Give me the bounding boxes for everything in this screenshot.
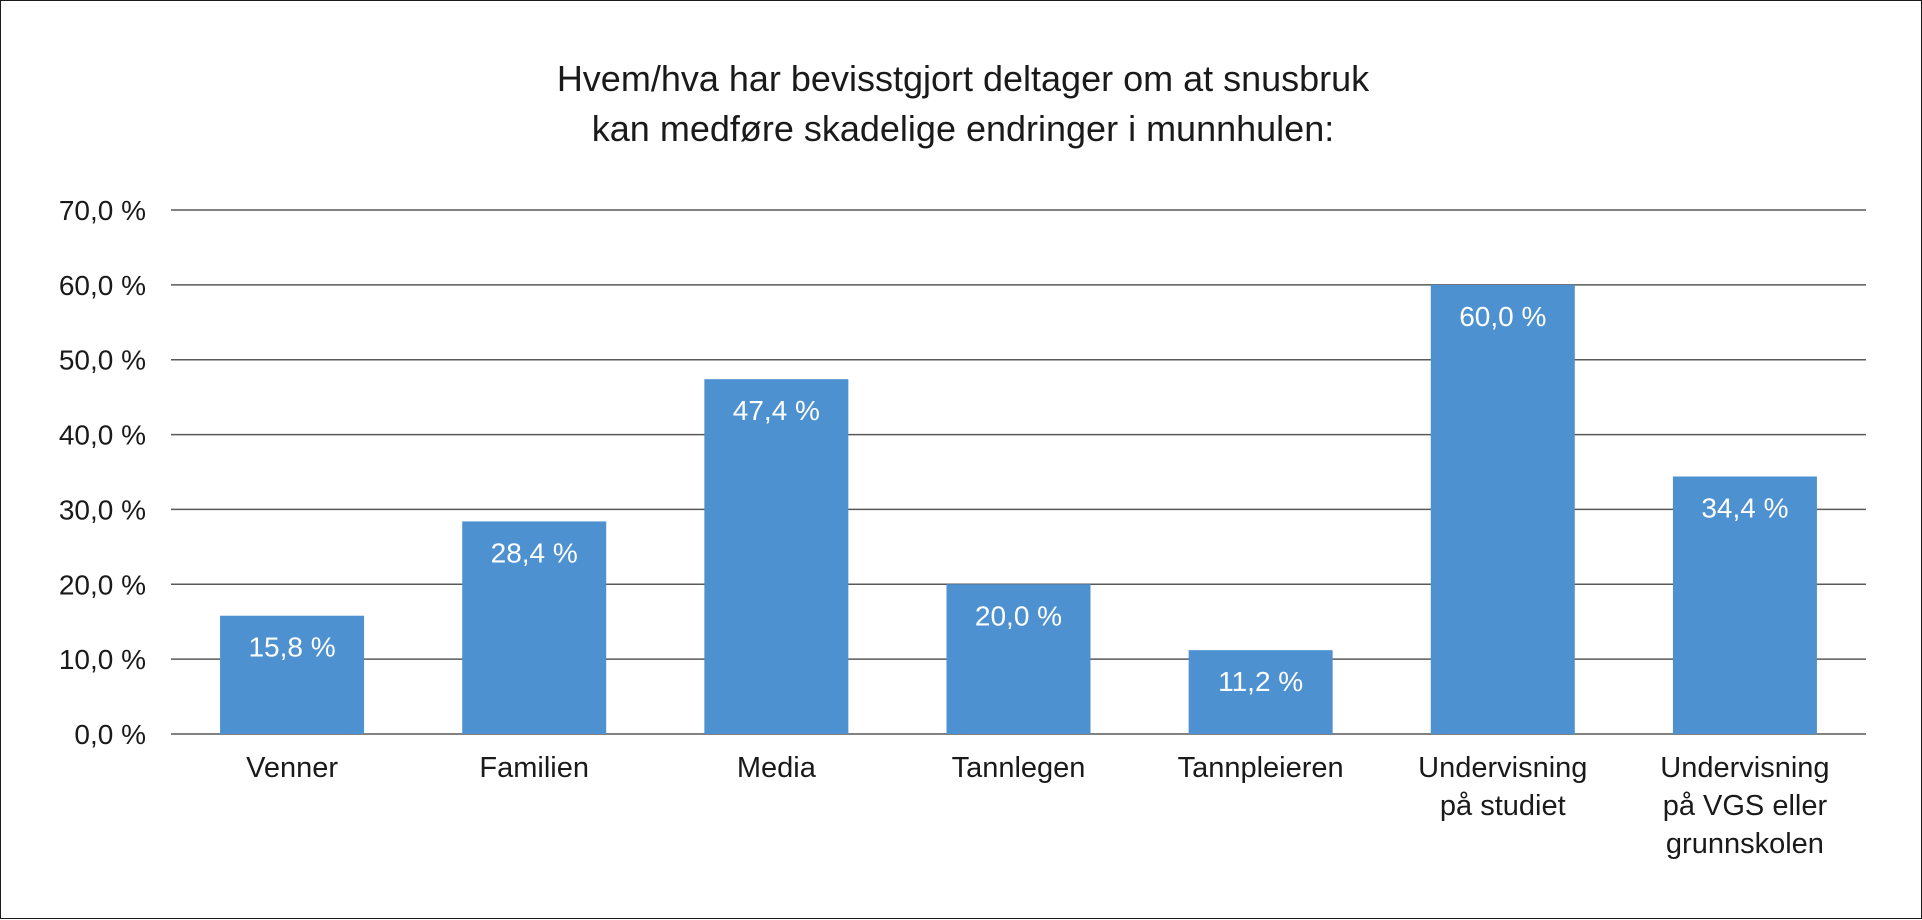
x-tick-label: Tannpleieren xyxy=(1178,752,1344,784)
data-label: 15,8 % xyxy=(248,632,335,663)
bar xyxy=(1430,284,1575,734)
y-tick-label: 50,0 % xyxy=(59,345,146,376)
x-tick-label: Tannlegen xyxy=(952,752,1086,784)
y-tick-label: 30,0 % xyxy=(59,494,146,525)
y-tick-label: 10,0 % xyxy=(59,644,146,675)
data-label: 47,4 % xyxy=(733,395,820,426)
chart-title-line-2: kan medføre skadelige endringer i munnhu… xyxy=(592,108,1334,149)
y-tick-label: 60,0 % xyxy=(59,270,146,301)
data-label: 60,0 % xyxy=(1459,301,1546,332)
data-label: 20,0 % xyxy=(975,600,1062,631)
data-label: 34,4 % xyxy=(1701,492,1788,523)
bar xyxy=(704,379,849,734)
x-tick-label: Undervisning xyxy=(1418,752,1587,784)
data-label: 11,2 % xyxy=(1218,666,1303,697)
bars: 15,8 % 28,4 % 47,4 % 20,0 % 11,2 % 60,0 % 34,4… xyxy=(220,284,1817,734)
bar xyxy=(1188,650,1333,734)
x-tick-label: Familien xyxy=(479,752,589,784)
bar xyxy=(462,521,607,734)
chart-title: Hvem/hva har bevisstgjort deltager om at… xyxy=(557,58,1370,149)
x-tick-label: Venner xyxy=(246,752,338,784)
y-tick-label: 40,0 % xyxy=(59,420,146,451)
bar xyxy=(220,615,365,734)
x-tick-label: Media xyxy=(737,752,817,784)
x-tick-label: Undervisning xyxy=(1660,752,1829,784)
bar xyxy=(1672,476,1817,734)
y-tick-label: 70,0 % xyxy=(59,195,146,226)
bar xyxy=(946,584,1091,734)
chart-title-line-1: Hvem/hva har bevisstgjort deltager om at… xyxy=(557,58,1370,99)
y-axis: 0,0 % 10,0 % 20,0 % 30,0 % 40,0 % 50,0 % 60,0 … xyxy=(59,195,146,750)
data-label: 28,4 % xyxy=(491,537,578,568)
y-tick-label: 0,0 % xyxy=(74,719,146,750)
x-tick-label: på studiet xyxy=(1440,790,1566,822)
x-axis: Venner Familien Media Tannlegen Tannpleieren… xyxy=(246,752,1829,860)
y-tick-label: 20,0 % xyxy=(59,569,146,600)
x-tick-label: på VGS eller xyxy=(1663,790,1828,822)
x-tick-label: grunnskolen xyxy=(1666,828,1824,860)
